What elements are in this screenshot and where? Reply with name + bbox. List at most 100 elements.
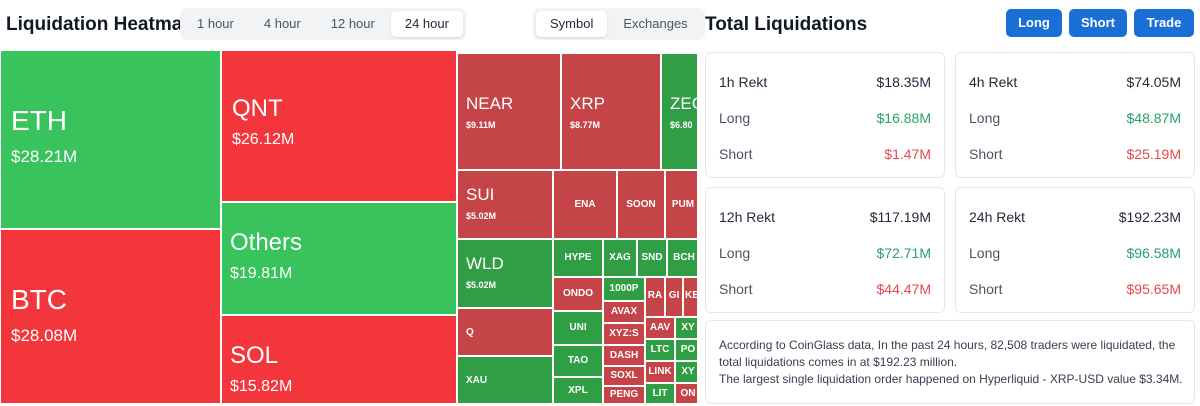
tile-symbol: ZEC bbox=[670, 94, 697, 113]
tile-aav[interactable]: AAV bbox=[645, 317, 675, 339]
tile-snd[interactable]: SND bbox=[637, 239, 667, 277]
long-button[interactable]: Long bbox=[1006, 9, 1062, 37]
tile-eth[interactable]: ETH $28.21M bbox=[0, 50, 221, 229]
tile-symbol: XRP bbox=[570, 94, 605, 113]
card-period: 4h Rekt bbox=[969, 74, 1018, 90]
tab-symbol[interactable]: Symbol bbox=[536, 11, 608, 37]
tile-gi[interactable]: GI bbox=[665, 277, 683, 317]
tile-dash[interactable]: DASH bbox=[603, 345, 645, 366]
tab-12-hour[interactable]: 12 hour bbox=[330, 16, 375, 31]
tile-value: $15.82M bbox=[230, 378, 293, 395]
card-long-value: $96.58M bbox=[1126, 245, 1181, 261]
tile-symbol: XYZ:S bbox=[609, 328, 639, 339]
tile-symbol: XPL bbox=[568, 385, 588, 396]
tile-symbol: KE bbox=[685, 290, 697, 301]
tile-symbol: QNT bbox=[232, 95, 283, 122]
tile-xag[interactable]: XAG bbox=[603, 239, 637, 277]
tile-q[interactable]: Q bbox=[457, 308, 553, 356]
tile-symbol: HYPE bbox=[564, 252, 592, 263]
tile-lit[interactable]: LIT bbox=[645, 383, 675, 404]
tile-sol[interactable]: SOL $15.82M bbox=[221, 315, 457, 404]
tile-symbol: SND bbox=[641, 252, 663, 263]
tile-symbol: TAO bbox=[567, 355, 589, 366]
tile-symbol: ENA bbox=[574, 199, 596, 210]
tile-value: $6.80 bbox=[670, 120, 693, 130]
view-selector: Symbol Exchanges bbox=[533, 8, 705, 40]
card-short-row: Short $1.47M bbox=[719, 146, 931, 162]
tile-qnt[interactable]: QNT $26.12M bbox=[221, 50, 457, 202]
rekt-card-24h: 24h Rekt $192.23M Long $96.58M Short $95… bbox=[955, 187, 1195, 313]
liquidation-summary: According to CoinGlass data, In the past… bbox=[705, 320, 1195, 404]
tile-btc[interactable]: BTC $28.08M bbox=[0, 229, 221, 404]
tile-ondo[interactable]: ONDO bbox=[553, 277, 603, 311]
tile-symbol: PENG bbox=[609, 389, 639, 400]
card-total-row: 4h Rekt $74.05M bbox=[969, 74, 1181, 90]
tab-4-hour[interactable]: 4 hour bbox=[263, 16, 301, 31]
tile-symbol: SOL bbox=[230, 342, 279, 369]
card-total-row: 1h Rekt $18.35M bbox=[719, 74, 931, 90]
tile-ra[interactable]: RA bbox=[645, 277, 665, 317]
tile-value: $28.08M bbox=[11, 326, 78, 345]
tile-sui[interactable]: SUI $5.02M bbox=[457, 170, 553, 239]
tile-xyz[interactable]: XYZ:S bbox=[603, 323, 645, 345]
card-long-label: Long bbox=[969, 110, 1001, 126]
short-button[interactable]: Short bbox=[1069, 9, 1127, 37]
tile-soxl[interactable]: SOXL bbox=[603, 366, 645, 386]
tile-value: $5.02M bbox=[466, 280, 497, 290]
tile-symbol: ONDO bbox=[563, 288, 593, 299]
total-liquidations-title: Total Liquidations bbox=[705, 14, 868, 35]
tile-xau[interactable]: XAU bbox=[457, 356, 553, 404]
tile-on[interactable]: ON bbox=[675, 383, 697, 404]
tile-xpl[interactable]: XPL bbox=[553, 377, 603, 404]
tab-24-hour[interactable]: 24 hour bbox=[390, 11, 463, 37]
tile-symbol: XY bbox=[681, 322, 695, 333]
tile-peng[interactable]: PENG bbox=[603, 386, 645, 404]
tile-tao[interactable]: TAO bbox=[553, 345, 603, 377]
tile-wld[interactable]: WLD $5.02M bbox=[457, 239, 553, 308]
tile-link[interactable]: LINK bbox=[645, 361, 675, 383]
time-range-selector: 1 hour 4 hour 12 hour 24 hour bbox=[180, 8, 466, 40]
tile-xrp[interactable]: XRP $8.77M bbox=[561, 53, 661, 170]
tile-xy-2[interactable]: XY bbox=[675, 361, 697, 383]
tile-value: $28.21M bbox=[11, 147, 78, 166]
tile-zec[interactable]: ZEC $6.80 bbox=[661, 53, 697, 170]
card-long-row: Long $48.87M bbox=[969, 110, 1181, 126]
card-long-row: Long $16.88M bbox=[719, 110, 931, 126]
tile-symbol: XAG bbox=[609, 252, 631, 263]
tile-symbol: ON bbox=[680, 388, 696, 399]
tile-soon[interactable]: SOON bbox=[617, 170, 665, 239]
tile-pum[interactable]: PUM bbox=[665, 170, 697, 239]
tile-symbol: SUI bbox=[466, 185, 495, 204]
card-total: $74.05M bbox=[1126, 74, 1181, 90]
tile-others[interactable]: Others $19.81M bbox=[221, 202, 457, 315]
trade-button[interactable]: Trade bbox=[1134, 9, 1194, 37]
tile-ena[interactable]: ENA bbox=[553, 170, 617, 239]
tile-symbol: LTC bbox=[650, 344, 670, 355]
tile-xy[interactable]: XY bbox=[675, 317, 697, 339]
tile-bch[interactable]: BCH bbox=[667, 239, 697, 277]
tile-1000p[interactable]: 1000P bbox=[603, 277, 645, 301]
card-period: 1h Rekt bbox=[719, 74, 768, 90]
tile-symbol: WLD bbox=[466, 254, 504, 273]
tile-uni[interactable]: UNI bbox=[553, 311, 603, 345]
tile-symbol: SOXL bbox=[610, 370, 638, 381]
tile-symbol: Q bbox=[466, 327, 474, 338]
tile-symbol: PUM bbox=[671, 199, 695, 210]
tab-1-hour[interactable]: 1 hour bbox=[197, 16, 234, 31]
card-long-value: $72.71M bbox=[876, 245, 931, 261]
tile-ke[interactable]: KE bbox=[683, 277, 697, 317]
tile-near[interactable]: NEAR $9.11M bbox=[457, 53, 561, 170]
card-period: 12h Rekt bbox=[719, 209, 776, 225]
card-short-value: $1.47M bbox=[884, 146, 931, 162]
tile-po[interactable]: PO bbox=[675, 339, 697, 361]
tile-ltc[interactable]: LTC bbox=[645, 339, 675, 361]
tile-symbol: LIT bbox=[652, 388, 668, 399]
card-short-label: Short bbox=[719, 281, 753, 297]
card-long-row: Long $72.71M bbox=[719, 245, 931, 261]
card-total-row: 24h Rekt $192.23M bbox=[969, 209, 1181, 225]
tile-hype[interactable]: HYPE bbox=[553, 239, 603, 277]
tile-value: $5.02M bbox=[466, 211, 497, 221]
tile-avax[interactable]: AVAX bbox=[603, 301, 645, 323]
tab-exchanges[interactable]: Exchanges bbox=[623, 16, 688, 31]
card-short-row: Short $44.47M bbox=[719, 281, 931, 297]
